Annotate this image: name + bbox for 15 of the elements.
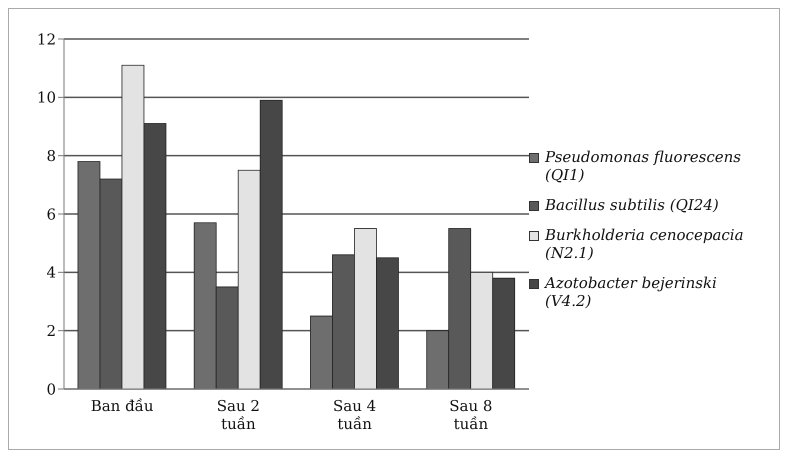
legend-label: Burkholderia cenocepacia (N2.1) [545, 226, 745, 262]
legend-label: Bacillus subtilis (QI24) [545, 196, 719, 214]
y-tick-label: 6 [46, 205, 56, 224]
legend-label: Pseudomonas fluorescens (QI1) [545, 148, 742, 184]
x-tick-label: Sau 2 tuần [216, 397, 260, 433]
x-tick-label: Sau 8 tuần [449, 397, 492, 433]
legend-label: Azotobacter bejerinski (V4.2) [545, 274, 718, 310]
y-tick-label: 12 [36, 30, 56, 48]
x-tick-label: Sau 4 tuần [333, 397, 376, 433]
x-tick-label: Ban đầu [90, 397, 154, 415]
y-tick-label: 0 [46, 380, 56, 398]
y-tick-label: 4 [46, 264, 56, 282]
y-tick-label: 8 [46, 146, 56, 165]
y-tick-label: 10 [36, 88, 56, 107]
y-tick-label: 2 [46, 322, 56, 340]
